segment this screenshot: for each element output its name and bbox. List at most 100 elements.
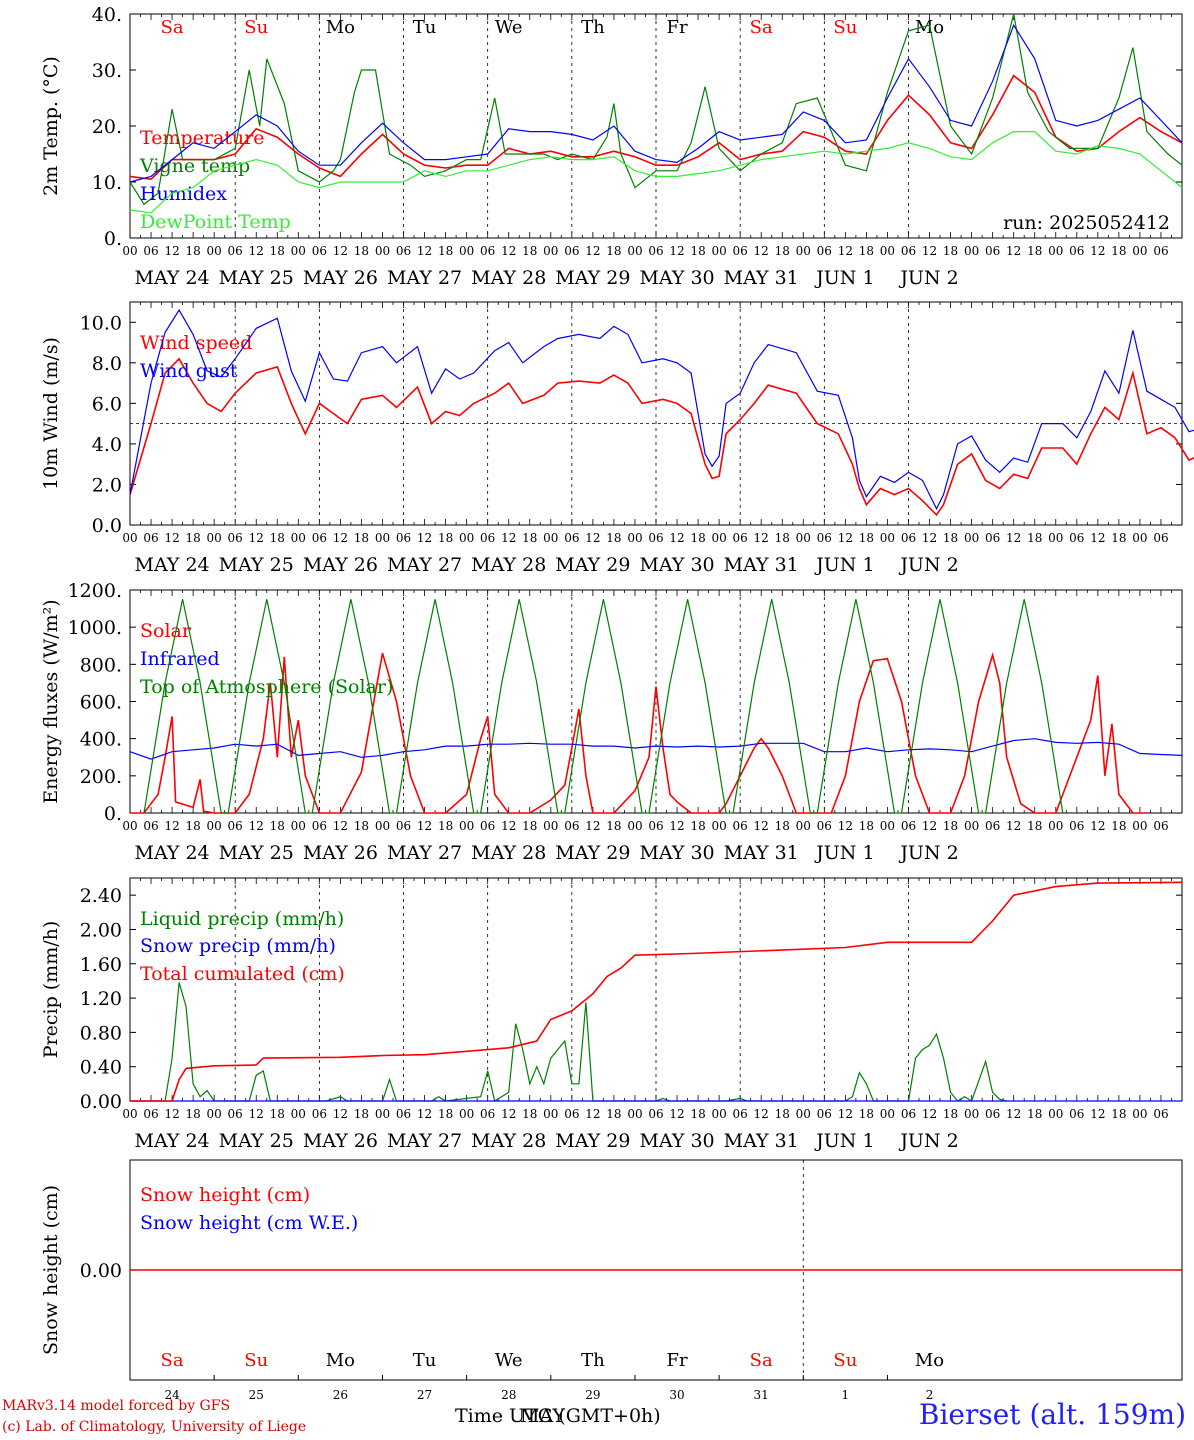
hour-tick-label: 18 <box>690 819 705 833</box>
hour-tick-label: 12 <box>585 819 600 833</box>
hour-tick-label: 12 <box>922 244 937 258</box>
hour-tick-label: 00 <box>627 819 642 833</box>
weekday-label: We <box>495 17 523 38</box>
hour-tick-label: 06 <box>648 819 663 833</box>
day-number-label: 1 <box>842 1388 850 1402</box>
date-label: MAY 29 <box>555 267 630 289</box>
hour-tick-label: 00 <box>711 819 726 833</box>
date-label: JUN 2 <box>898 267 958 289</box>
hour-tick-label: 06 <box>564 819 579 833</box>
y-axis-title: 10m Wind (m/s) <box>40 337 62 490</box>
hour-tick-label: 06 <box>985 531 1000 545</box>
legend-entry: Liquid precip (mm/h) <box>140 908 344 930</box>
legend-entry: Total cumulated (cm) <box>140 963 345 985</box>
legend-entry: Snow height (cm) <box>140 1184 310 1206</box>
hour-tick-label: 18 <box>354 1107 369 1121</box>
date-label: MAY 28 <box>471 842 546 864</box>
hour-tick-label: 00 <box>291 531 306 545</box>
hour-tick-label: 18 <box>606 1107 621 1121</box>
series-line-dewpoint-temp <box>129 131 1183 214</box>
hour-tick-label: 06 <box>817 531 832 545</box>
hour-tick-label: 12 <box>501 244 516 258</box>
date-label: MAY 29 <box>555 1130 630 1152</box>
y-tick-label: 0. <box>104 228 122 250</box>
hour-tick-label: 12 <box>754 531 769 545</box>
hour-tick-label: 00 <box>543 531 558 545</box>
hour-tick-label: 18 <box>270 819 285 833</box>
hour-tick-label: 06 <box>901 531 916 545</box>
hour-tick-label: 06 <box>228 1107 243 1121</box>
hour-tick-label: 06 <box>143 531 158 545</box>
weekday-label: Su <box>244 17 268 38</box>
hour-tick-label: 06 <box>228 819 243 833</box>
series-line-top-of-atmosphere-solar- <box>143 599 1064 814</box>
weekday-label: Sa <box>161 17 184 38</box>
date-label: MAY 29 <box>555 554 630 576</box>
date-label: MAY 25 <box>219 267 294 289</box>
hour-tick-label: 00 <box>711 531 726 545</box>
hour-tick-label: 18 <box>1111 819 1126 833</box>
hour-tick-label: 00 <box>796 244 811 258</box>
date-label: MAY 24 <box>134 842 209 864</box>
date-label: MAY 29 <box>555 842 630 864</box>
hour-tick-label: 06 <box>901 244 916 258</box>
date-label: MAY 30 <box>639 1130 714 1152</box>
hour-tick-label: 00 <box>207 531 222 545</box>
weekday-label: Su <box>833 17 857 38</box>
y-tick-label: 200. <box>80 766 122 788</box>
weekday-label: We <box>495 1350 523 1371</box>
hour-tick-label: 06 <box>1153 244 1168 258</box>
weekday-label: Fr <box>666 17 687 38</box>
hour-tick-label: 12 <box>838 531 853 545</box>
hour-tick-label: 18 <box>943 1107 958 1121</box>
hour-tick-label: 18 <box>859 1107 874 1121</box>
legend-entry: Humidex <box>140 183 227 205</box>
y-tick-label: 4.0 <box>92 434 122 456</box>
hour-tick-label: 00 <box>711 1107 726 1121</box>
y-tick-label: 0.00 <box>80 1260 122 1282</box>
y-tick-label: 2.00 <box>80 919 122 941</box>
hour-tick-label: 12 <box>922 531 937 545</box>
hour-tick-label: 12 <box>501 1107 516 1121</box>
hour-tick-label: 18 <box>606 819 621 833</box>
hour-tick-label: 06 <box>733 531 748 545</box>
hour-tick-label: 12 <box>164 819 179 833</box>
hour-tick-label: 12 <box>1090 531 1105 545</box>
date-label: MAY 24 <box>134 267 209 289</box>
hour-tick-label: 06 <box>1069 531 1084 545</box>
hour-tick-label: 06 <box>312 1107 327 1121</box>
y-tick-label: 0.0 <box>92 515 122 537</box>
hour-tick-label: 12 <box>669 1107 684 1121</box>
series-line-liquid-precip-mm-h- <box>130 982 1007 1102</box>
hour-tick-label: 00 <box>627 1107 642 1121</box>
hour-tick-label: 06 <box>480 244 495 258</box>
date-label: MAY 26 <box>303 554 378 576</box>
y-axis-title: Precip (mm/h) <box>40 921 62 1059</box>
weekday-label: Fr <box>666 1350 687 1371</box>
hour-tick-label: 18 <box>354 819 369 833</box>
time-axis-month: MAY <box>520 1405 565 1427</box>
hour-tick-label: 18 <box>943 819 958 833</box>
hour-tick-label: 12 <box>585 1107 600 1121</box>
hour-tick-label: 18 <box>354 244 369 258</box>
day-number-label: 29 <box>585 1388 600 1402</box>
hour-tick-label: 12 <box>164 1107 179 1121</box>
day-number-label: 2 <box>926 1388 934 1402</box>
hour-tick-label: 00 <box>375 819 390 833</box>
hour-tick-label: 06 <box>564 244 579 258</box>
hour-tick-label: 12 <box>501 531 516 545</box>
y-tick-label: 1200. <box>68 580 122 602</box>
date-label: MAY 28 <box>471 1130 546 1152</box>
station-name: Bierset (alt. 159m) <box>918 1398 1186 1431</box>
hour-tick-label: 12 <box>1090 244 1105 258</box>
legend-entry: Snow height (cm W.E.) <box>140 1212 358 1234</box>
hour-tick-label: 06 <box>480 531 495 545</box>
hour-tick-label: 06 <box>143 244 158 258</box>
hour-tick-label: 12 <box>754 819 769 833</box>
date-label: JUN 1 <box>814 267 874 289</box>
hour-tick-label: 12 <box>669 531 684 545</box>
hour-tick-label: 06 <box>817 819 832 833</box>
hour-tick-label: 12 <box>585 244 600 258</box>
y-axis-title: Energy fluxes (W/m²) <box>40 599 62 803</box>
hour-tick-label: 06 <box>564 1107 579 1121</box>
